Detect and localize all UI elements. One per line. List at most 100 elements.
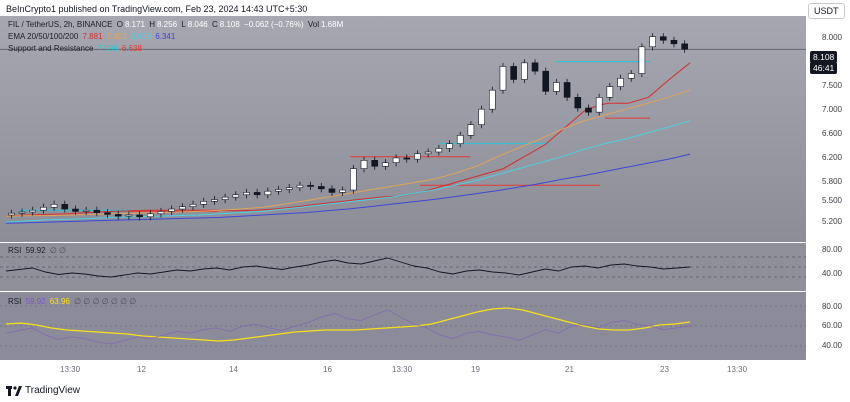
rsi2-ma-line	[5, 307, 691, 342]
sr-support-value: 7.999	[97, 44, 118, 53]
time-tick: 23	[660, 365, 669, 374]
ohlc-o-label: O	[116, 20, 123, 29]
candle	[104, 212, 111, 215]
rsi2-value1: 59.92	[25, 297, 46, 306]
candle	[553, 82, 560, 92]
price-tick: 5.800	[821, 177, 842, 186]
ohlc-l-label: L	[181, 20, 186, 29]
candle	[627, 73, 635, 79]
candle	[328, 188, 336, 193]
volume-value: 1.68M	[321, 20, 344, 29]
candle	[638, 46, 646, 74]
candle	[467, 124, 475, 136]
sr-legend[interactable]: Support and Resistance 7.999 6.638	[8, 44, 144, 53]
candle	[488, 89, 496, 110]
rsi2-value2: 63.96	[49, 297, 70, 306]
candle	[307, 184, 314, 187]
candle	[371, 160, 379, 167]
candle	[136, 214, 143, 218]
candle	[585, 107, 592, 113]
brand-label: TradingView	[25, 385, 81, 396]
time-tick: 12	[137, 365, 146, 374]
rsi2-extras: ∅ ∅ ∅ ∅ ∅ ∅ ∅	[74, 297, 137, 306]
candle	[285, 187, 293, 190]
tradingview-logo-icon	[6, 385, 22, 396]
rsi2-tick: 40.00	[821, 341, 842, 350]
ema50-value: 7.423	[106, 32, 127, 41]
candle	[360, 160, 368, 169]
ohlc-low: 8.046	[187, 20, 208, 29]
candle	[510, 66, 517, 80]
time-tick: 13:30	[60, 365, 81, 374]
ohlc-close: 8.108	[219, 20, 240, 29]
ema-line	[5, 153, 691, 224]
tradingview-brand[interactable]: TradingView	[6, 385, 80, 396]
last-price-badge: 8.108	[810, 51, 838, 63]
candle	[157, 211, 165, 215]
candle	[275, 189, 282, 192]
candle	[478, 108, 485, 125]
time-tick: 14	[229, 365, 238, 374]
rsi1-value: 59.92	[25, 246, 46, 255]
candle	[189, 203, 197, 207]
candle	[350, 168, 357, 191]
candle	[211, 199, 218, 202]
time-tick: 16	[323, 365, 332, 374]
price-pane[interactable]	[0, 16, 806, 242]
candle	[61, 203, 69, 210]
candle	[221, 196, 229, 200]
candle	[146, 213, 154, 218]
ema100-value: 6.906	[131, 32, 152, 41]
currency-button[interactable]: USDT	[808, 3, 845, 19]
ohlc-c-label: C	[211, 20, 218, 29]
candle	[339, 189, 346, 193]
candle	[606, 86, 614, 98]
ohlc-high: 8.256	[157, 20, 178, 29]
ohlc-open: 8.171	[124, 20, 145, 29]
candle	[659, 36, 667, 41]
chart-svg	[0, 33, 806, 347]
candle	[574, 97, 582, 109]
countdown-badge: 46:41	[810, 62, 838, 74]
time-tick: 21	[565, 365, 574, 374]
sr-label: Support and Resistance	[8, 44, 94, 53]
symbol-legend: FIL / TetherUS, 2h, BINANCE O 8.171 H 8.25…	[8, 20, 345, 29]
candle	[392, 157, 400, 163]
time-tick: 13:30	[727, 365, 748, 374]
rsi1-label: RSI	[8, 246, 22, 255]
candle	[125, 214, 133, 217]
candle	[29, 209, 37, 213]
candle	[414, 153, 421, 160]
ema20-value: 7.881	[82, 32, 103, 41]
rsi2-line	[5, 309, 691, 345]
time-axis[interactable]: 13:30 12 14 16 13:30 19 21 23 13:30	[0, 360, 806, 380]
ema-legend[interactable]: EMA 20/50/100/200 7.881 7.423 6.906 6.34…	[8, 32, 177, 41]
price-tick: 5.200	[821, 217, 842, 226]
candle	[446, 143, 453, 149]
candle	[670, 39, 678, 45]
chart-frame: FIL / TetherUS, 2h, BINANCE O 8.171 H 8.25…	[0, 16, 850, 380]
candle	[617, 77, 624, 87]
candle	[179, 206, 186, 210]
ema-line	[5, 120, 691, 223]
candle	[435, 148, 443, 153]
candle	[8, 212, 15, 216]
candle	[114, 214, 122, 217]
sr-resistance-value: 6.638	[121, 44, 142, 53]
rsi1-legend[interactable]: RSI 59.92 ∅ ∅	[8, 246, 68, 255]
candle	[296, 184, 304, 188]
ema-line	[5, 89, 691, 217]
rsi1-extras: ∅ ∅	[49, 246, 67, 255]
candle	[93, 209, 101, 213]
rsi2-legend[interactable]: RSI 59.92 63.96 ∅ ∅ ∅ ∅ ∅ ∅ ∅	[8, 297, 138, 306]
candle	[531, 62, 539, 72]
candle	[40, 206, 47, 211]
candle	[649, 36, 656, 48]
candle	[168, 208, 175, 212]
candle	[595, 97, 603, 113]
time-tick: 19	[471, 365, 480, 374]
price-tick: 7.000	[821, 105, 842, 114]
candle	[232, 194, 240, 198]
candle	[317, 186, 325, 190]
candle	[243, 192, 250, 196]
